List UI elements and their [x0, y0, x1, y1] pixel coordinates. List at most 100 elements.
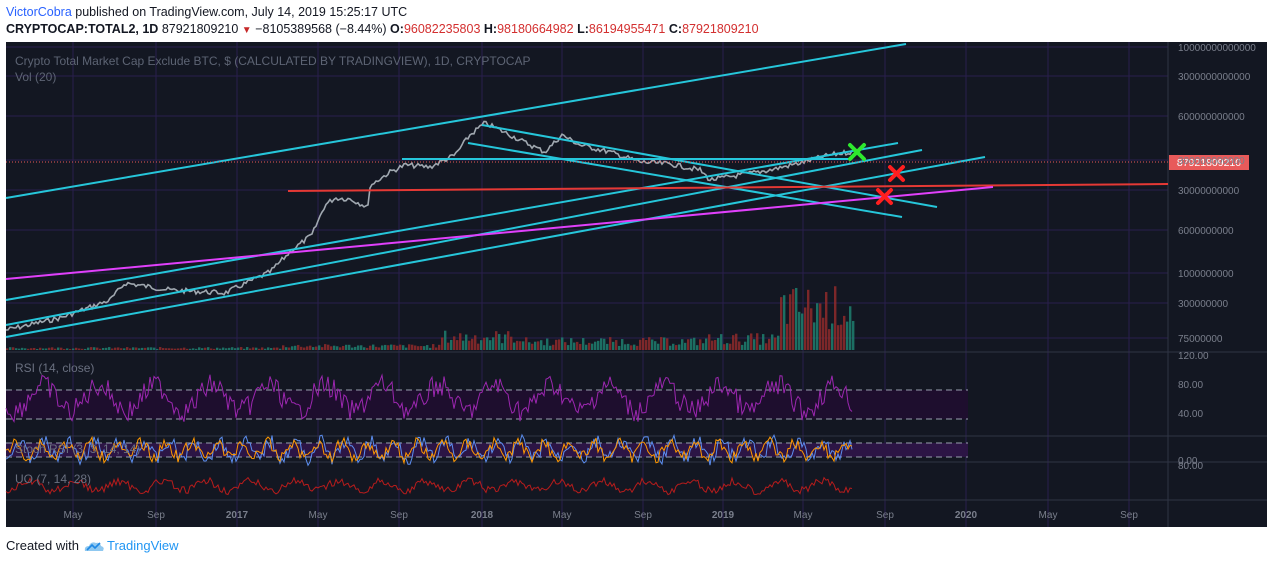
volume-bar — [504, 334, 507, 350]
volume-bar — [360, 345, 363, 350]
volume-bar — [567, 345, 570, 350]
volume-bar — [186, 348, 189, 350]
volume-bar — [624, 344, 627, 350]
volume-bar — [642, 338, 645, 350]
volume-bar — [453, 336, 456, 350]
volume-bar — [30, 348, 33, 350]
volume-bar — [618, 345, 621, 350]
volume-bar — [87, 347, 90, 350]
volume-bar — [633, 344, 636, 350]
volume-bar — [228, 347, 231, 350]
volume-bar — [480, 340, 483, 350]
down-trend-line-1 — [481, 124, 938, 208]
volume-bar — [258, 348, 261, 350]
volume-bar — [498, 334, 501, 350]
volume-bar — [345, 344, 348, 350]
volume-bar — [342, 345, 345, 350]
price-change: −8105389568 (−8.44%) — [255, 22, 387, 36]
volume-bar — [852, 320, 855, 350]
volume-bar — [591, 343, 594, 350]
volume-bar — [531, 343, 534, 350]
volume-bar — [495, 331, 498, 350]
time-tick-label: 2020 — [955, 510, 978, 521]
volume-bar — [483, 337, 486, 350]
volume-bar — [198, 347, 201, 350]
author-link[interactable]: VictorCobra — [6, 5, 72, 19]
volume-bar — [474, 335, 477, 350]
stoch-legend: Stoch RSI (3, 3, 14, 14) — [15, 442, 140, 456]
volume-bar — [171, 348, 174, 350]
volume-bar — [111, 348, 114, 350]
chart-canvas[interactable]: 87921809210 Crypto Total Market Cap Excl… — [0, 40, 1273, 530]
volume-bar — [600, 338, 603, 350]
volume-bar — [126, 347, 129, 350]
volume-bar — [285, 347, 288, 350]
volume-bar — [843, 315, 846, 350]
volume-bar — [522, 341, 525, 350]
volume-bar — [645, 339, 648, 350]
volume-bar — [513, 342, 516, 350]
volume-bar — [762, 334, 765, 350]
volume-bar — [621, 339, 624, 350]
trend-lines[interactable] — [5, 43, 1169, 338]
volume-bar — [249, 348, 252, 350]
volume-bar — [831, 323, 834, 350]
volume-bar — [378, 347, 381, 350]
volume-bar — [396, 345, 399, 350]
volume-bar — [549, 345, 552, 350]
volume-bar — [321, 347, 324, 350]
volume-bar — [219, 348, 222, 350]
volume-bar — [777, 335, 780, 350]
open-label: O: — [390, 22, 404, 36]
volume-bar — [123, 348, 126, 350]
volume-bar — [174, 348, 177, 350]
volume-bar — [489, 340, 492, 350]
volume-bar — [612, 341, 615, 350]
volume-bar — [771, 334, 774, 350]
price-tick-label: 10000000000000 — [1178, 43, 1256, 54]
time-tick-label: May — [309, 510, 328, 521]
volume-bar — [411, 344, 414, 350]
volume-bar — [516, 340, 519, 350]
down-trend-line-2 — [467, 142, 903, 218]
tradingview-link[interactable]: TradingView — [106, 538, 179, 553]
volume-bar — [825, 292, 828, 350]
volume-bar — [627, 343, 630, 350]
channel-mid-line — [5, 142, 899, 301]
volume-bar — [774, 337, 777, 350]
red-cross-marker — [888, 165, 905, 182]
volume-bar — [423, 346, 426, 350]
volume-bar — [687, 339, 690, 350]
volume-bar — [744, 341, 747, 350]
volume-bar — [288, 347, 291, 350]
volume-bar — [699, 339, 702, 350]
close-value: 87921809210 — [682, 22, 759, 36]
volume-bar — [594, 341, 597, 350]
volume-bar — [690, 338, 693, 350]
volume-bar — [714, 339, 717, 350]
volume-bar — [153, 347, 156, 350]
close-label: C: — [668, 22, 683, 36]
volume-bar — [672, 343, 675, 350]
volume-bar — [189, 348, 192, 350]
volume-bar — [846, 321, 849, 350]
volume-bar — [33, 347, 36, 350]
volume-bar — [354, 346, 357, 350]
rsi-series — [5, 373, 853, 424]
volume-bar — [537, 341, 540, 350]
volume-bar — [276, 347, 279, 350]
volume-bar — [183, 347, 186, 350]
volume-bar — [81, 348, 84, 350]
volume-bar — [381, 345, 384, 350]
footer: Created with TradingView — [6, 538, 179, 553]
volume-bar — [42, 348, 45, 350]
time-tick-label: Sep — [390, 510, 408, 521]
volume-bar — [234, 348, 237, 350]
volume-bar — [300, 346, 303, 350]
time-tick-label: Sep — [634, 510, 652, 521]
volume-bar — [48, 347, 51, 350]
volume-bar — [792, 289, 795, 350]
volume-bar — [18, 348, 21, 350]
volume-bar — [177, 348, 180, 350]
volume-bar — [507, 331, 510, 350]
